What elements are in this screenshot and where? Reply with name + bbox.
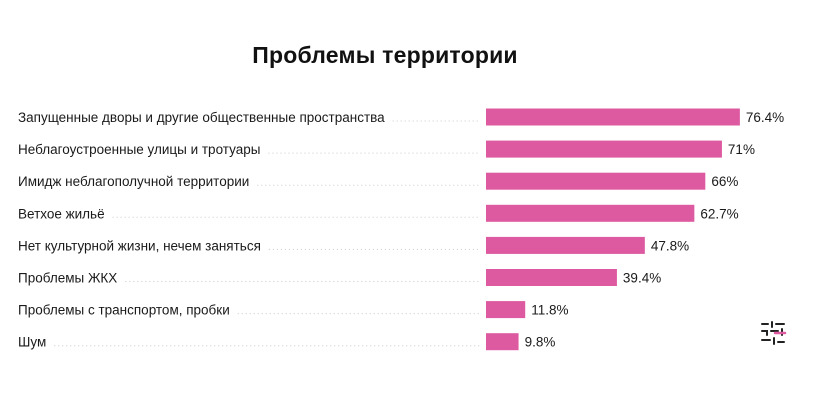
bar [486,172,706,190]
bar-row: Запущенные дворы и другие общественные п… [18,108,784,126]
brand-logo-icon [761,321,787,345]
category-label: Проблемы с транспортом, пробки [18,303,230,318]
value-label: 47.8% [651,238,689,253]
bar [486,140,722,158]
category-label: Проблемы ЖКХ [18,271,117,286]
category-label: Неблагоустроенные улицы и тротуары [18,142,260,157]
bar-row: Проблемы ЖКХ 39.4% [18,269,661,286]
category-label: Имидж неблагополучной территории [18,174,249,189]
value-label: 9.8% [525,335,556,350]
bar-row: Ветхое жильё 62.7% [18,204,739,222]
bar [486,236,645,254]
bar-row: Нет культурной жизни, нечем заняться 47.8… [18,236,689,254]
bar [486,301,526,319]
value-label: 71% [728,142,755,157]
category-label: Запущенные дворы и другие общественные п… [18,110,385,125]
bar [486,108,740,126]
chart-title: Проблемы территории [252,42,518,68]
bar-row: Проблемы с транспортом, пробки 11.8% [18,301,568,319]
bar-row: Неблагоустроенные улицы и тротуары 71% [18,140,755,158]
category-label: Ветхое жильё [18,206,105,221]
value-label: 66% [711,174,738,189]
category-label: Нет культурной жизни, нечем заняться [18,238,261,253]
value-label: 62.7% [700,206,738,221]
value-label: 76.4% [746,110,784,125]
bar [486,204,695,222]
bar-row: Шум 9.8% [18,333,556,351]
bar [486,269,617,286]
category-label: Шум [18,335,46,350]
value-label: 11.8% [531,303,568,318]
bar-row: Имидж неблагополучной территории 66% [18,172,738,190]
bar [486,333,519,351]
value-label: 39.4% [623,271,661,286]
